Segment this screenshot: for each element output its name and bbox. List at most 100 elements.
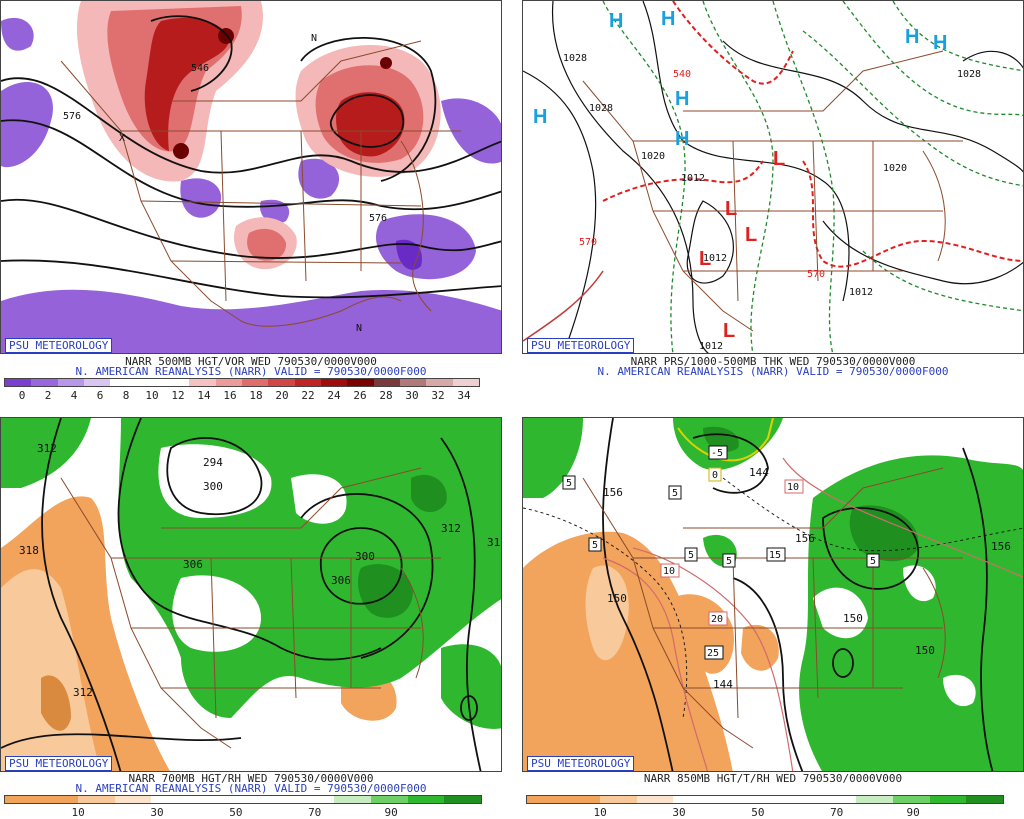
height-label: 156 bbox=[991, 540, 1011, 553]
colorbar-swatch bbox=[819, 796, 857, 803]
colorbar-label: 14 bbox=[197, 389, 211, 402]
map-850mb-temp-rh: 156 150 144 144 156 150 156 150 -5 0 5 5… bbox=[522, 417, 1024, 772]
psu-meteorology-badge: PSU METEOROLOGY bbox=[527, 756, 635, 771]
vorticity-minimum-label: N bbox=[356, 323, 362, 334]
colorbar-swatch bbox=[636, 796, 674, 803]
height-label: 300 bbox=[355, 550, 375, 563]
colorbar-swatch bbox=[57, 379, 84, 386]
colorbar-label: 50 bbox=[229, 806, 243, 819]
temp-box: 5 bbox=[684, 547, 698, 562]
temp-box: 25 bbox=[704, 645, 724, 660]
low-pressure-marker: L bbox=[773, 148, 785, 170]
colorbar-label: 10 bbox=[593, 806, 607, 819]
colorbar-swatch bbox=[399, 379, 427, 386]
isobar-label: 1028 bbox=[563, 53, 587, 64]
vorticity-minimum-label: N bbox=[311, 33, 317, 44]
colorbar-label: 30 bbox=[150, 806, 164, 819]
height-label: 300 bbox=[203, 480, 223, 493]
height-label: 150 bbox=[915, 644, 935, 657]
map-pressure-thickness: 1028 1028 1028 1020 1012 1012 1012 1012 … bbox=[522, 0, 1024, 354]
caption-line-2: N. AMERICAN REANALYSIS (NARR) VALID = 79… bbox=[75, 365, 427, 378]
colorbar-label: 12 bbox=[171, 389, 185, 402]
temperature-label: 15 bbox=[769, 550, 781, 561]
panel-pressure-thickness: 1028 1028 1028 1020 1012 1012 1012 1012 … bbox=[522, 0, 1024, 402]
colorbar-swatch bbox=[320, 379, 348, 386]
temperature-label: 25 bbox=[707, 648, 719, 659]
temperature-label: 10 bbox=[663, 566, 675, 577]
colorbar-label: 2 bbox=[44, 389, 52, 402]
height-label: 306 bbox=[331, 574, 351, 587]
height-label: 144 bbox=[749, 466, 769, 479]
colorbar-swatch bbox=[563, 796, 601, 803]
temp-box: 5 bbox=[588, 537, 602, 552]
colorbar-label: 70 bbox=[830, 806, 844, 819]
high-pressure-marker: H bbox=[661, 8, 675, 30]
height-label: 318 bbox=[19, 544, 39, 557]
colorbar-swatch bbox=[407, 796, 445, 803]
temp-box: 5 bbox=[866, 553, 880, 568]
psu-meteorology-badge: PSU METEOROLOGY bbox=[527, 338, 635, 353]
colorbar-swatch bbox=[114, 796, 152, 803]
colorbar-swatch bbox=[334, 796, 372, 803]
colorbar-swatch bbox=[5, 796, 42, 803]
isobar-label: 1028 bbox=[957, 69, 981, 80]
temperature-label: 5 bbox=[592, 540, 598, 551]
colorbar-swatch bbox=[966, 796, 1003, 803]
isobar-label: 1028 bbox=[589, 103, 613, 114]
temp-box: 5 bbox=[722, 553, 736, 568]
height-label: 150 bbox=[843, 612, 863, 625]
caption-line-2: N. AMERICAN REANALYSIS (NARR) VALID = 79… bbox=[75, 782, 427, 795]
colorbar-label: 70 bbox=[308, 806, 322, 819]
colorbar-swatch bbox=[347, 379, 374, 386]
height-label: 150 bbox=[607, 592, 627, 605]
temp-box: 10 bbox=[784, 479, 804, 494]
colorbar-swatch bbox=[5, 379, 32, 386]
high-pressure-marker: H bbox=[609, 10, 623, 32]
temp-box: 20 bbox=[708, 611, 728, 626]
height-label: 312 bbox=[37, 442, 57, 455]
temp-box: 10 bbox=[660, 563, 680, 578]
height-label: 156 bbox=[795, 532, 815, 545]
height-label: 144 bbox=[713, 678, 733, 691]
colorbar-label: 18 bbox=[249, 389, 263, 402]
rh-colorbar bbox=[526, 795, 1004, 804]
colorbar-swatch bbox=[710, 796, 747, 803]
colorbar-label: 90 bbox=[384, 806, 398, 819]
colorbar-label: 22 bbox=[301, 389, 315, 402]
colorbar-swatch bbox=[426, 379, 453, 386]
caption-line-1: NARR 850MB HGT/T/RH WED 790530/0000V000 bbox=[643, 772, 903, 785]
isobar-label: 1012 bbox=[849, 287, 873, 298]
psu-meteorology-badge: PSU METEOROLOGY bbox=[5, 756, 113, 771]
temp-box: 15 bbox=[766, 547, 786, 562]
colorbar-label: 4 bbox=[70, 389, 78, 402]
temperature-label: 5 bbox=[566, 478, 572, 489]
colorbar-swatch bbox=[224, 796, 262, 803]
thickness-label: 570 bbox=[579, 237, 597, 248]
temperature-label: 10 bbox=[787, 482, 799, 493]
colorbar-swatch bbox=[452, 379, 479, 386]
caption-line-1: NARR 500MB HGT/VOR WED 790530/0000V000 bbox=[125, 355, 377, 368]
caption-line-1: NARR PRS/1000-500MB THK WED 790530/0000V… bbox=[630, 355, 916, 368]
colorbar-swatch bbox=[189, 379, 216, 386]
colorbar-swatch bbox=[110, 379, 137, 386]
isobar-label: 1020 bbox=[883, 163, 907, 174]
temperature-label: 5 bbox=[688, 550, 694, 561]
high-pressure-marker: H bbox=[675, 88, 689, 110]
low-pressure-marker: L bbox=[745, 224, 757, 246]
colorbar-label: 90 bbox=[906, 806, 920, 819]
temp-box: 5 bbox=[562, 475, 576, 490]
temperature-label: -5 bbox=[711, 448, 723, 459]
caption-line-1: NARR 700MB HGT/RH WED 790530/0000V000 bbox=[128, 772, 374, 785]
isobar-label: 1012 bbox=[703, 253, 727, 264]
isobar-label: 1012 bbox=[699, 341, 723, 352]
panel-500mb-vorticity: 546 576 576 N N X PSU METEOROLOGY NARR 5… bbox=[0, 0, 502, 402]
temp-box: -5 bbox=[708, 445, 728, 460]
colorbar-swatch bbox=[297, 796, 335, 803]
caption-line-2: N. AMERICAN REANALYSIS (NARR) VALID = 79… bbox=[597, 365, 949, 378]
colorbar-label: 6 bbox=[96, 389, 104, 402]
high-pressure-marker: H bbox=[905, 26, 919, 48]
map-700mb-rh: 312 318 312 312 306 300 294 300 306 31 P… bbox=[0, 417, 502, 772]
colorbar-label: 34 bbox=[457, 389, 471, 402]
colorbar-swatch bbox=[893, 796, 930, 803]
colorbar-swatch bbox=[83, 379, 111, 386]
